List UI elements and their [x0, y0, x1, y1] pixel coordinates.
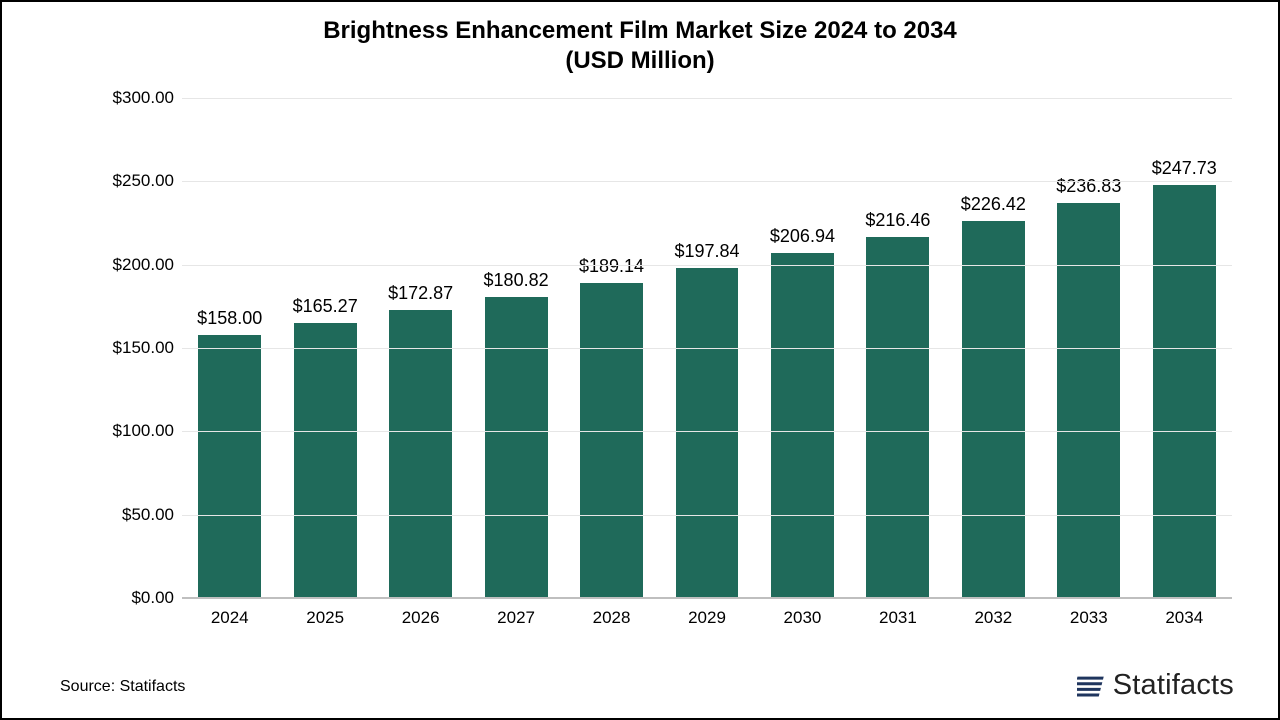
gridline	[182, 515, 1232, 516]
x-axis-baseline	[182, 597, 1232, 599]
chart-title-line2: (USD Million)	[2, 46, 1278, 76]
y-tick-label: $150.00	[82, 338, 174, 358]
bar-value-label: $247.73	[1152, 158, 1217, 179]
chart-title: Brightness Enhancement Film Market Size …	[2, 2, 1278, 76]
bar	[771, 253, 834, 598]
bar-value-label: $236.83	[1056, 176, 1121, 197]
x-tick-label: 2024	[182, 600, 277, 638]
x-tick-label: 2027	[468, 600, 563, 638]
y-tick-label: $50.00	[82, 505, 174, 525]
gridline	[182, 348, 1232, 349]
x-tick-label: 2030	[755, 600, 850, 638]
gridline	[182, 98, 1232, 99]
gridline	[182, 181, 1232, 182]
chart-area: $158.00 $165.27 $172.87 $180.82 $189.14 $197.…	[82, 98, 1242, 638]
bar	[866, 237, 929, 598]
source-attribution: Source: Statifacts	[60, 678, 185, 696]
bar	[1153, 185, 1216, 598]
plot-region: $158.00 $165.27 $172.87 $180.82 $189.14 $197.…	[182, 98, 1232, 598]
y-tick-label: $250.00	[82, 171, 174, 191]
y-tick-label: $0.00	[82, 588, 174, 608]
chart-frame: Brightness Enhancement Film Market Size …	[0, 0, 1280, 720]
x-tick-label: 2031	[850, 600, 945, 638]
x-tick-label: 2033	[1041, 600, 1136, 638]
bar	[580, 283, 643, 598]
bar	[962, 221, 1025, 598]
bar-value-label: $226.42	[961, 194, 1026, 215]
bar-value-label: $206.94	[770, 226, 835, 247]
x-tick-label: 2034	[1137, 600, 1232, 638]
x-tick-label: 2032	[946, 600, 1041, 638]
gridline	[182, 431, 1232, 432]
x-axis-labels: 2024202520262027202820292030203120322033…	[182, 600, 1232, 638]
bar	[1057, 203, 1120, 598]
bar	[294, 323, 357, 598]
y-tick-label: $200.00	[82, 255, 174, 275]
y-tick-label: $100.00	[82, 421, 174, 441]
bar-value-label: $197.84	[674, 241, 739, 262]
bar-value-label: $180.82	[484, 270, 549, 291]
bar	[485, 297, 548, 598]
bar-value-label: $158.00	[197, 308, 262, 329]
brand-text: Statifacts	[1113, 669, 1234, 702]
x-tick-label: 2026	[373, 600, 468, 638]
bar-value-label: $172.87	[388, 283, 453, 304]
y-tick-label: $300.00	[82, 88, 174, 108]
x-tick-label: 2028	[564, 600, 659, 638]
brand-logo: Statifacts	[1077, 669, 1234, 702]
bar	[676, 268, 739, 598]
x-tick-label: 2029	[659, 600, 754, 638]
bar-value-label: $189.14	[579, 256, 644, 277]
bar-value-label: $165.27	[293, 296, 358, 317]
gridline	[182, 265, 1232, 266]
bar	[198, 335, 261, 598]
bar-value-label: $216.46	[865, 210, 930, 231]
bar	[389, 310, 452, 598]
x-tick-label: 2025	[277, 600, 372, 638]
statifacts-icon	[1077, 671, 1107, 701]
chart-title-line1: Brightness Enhancement Film Market Size …	[2, 16, 1278, 46]
